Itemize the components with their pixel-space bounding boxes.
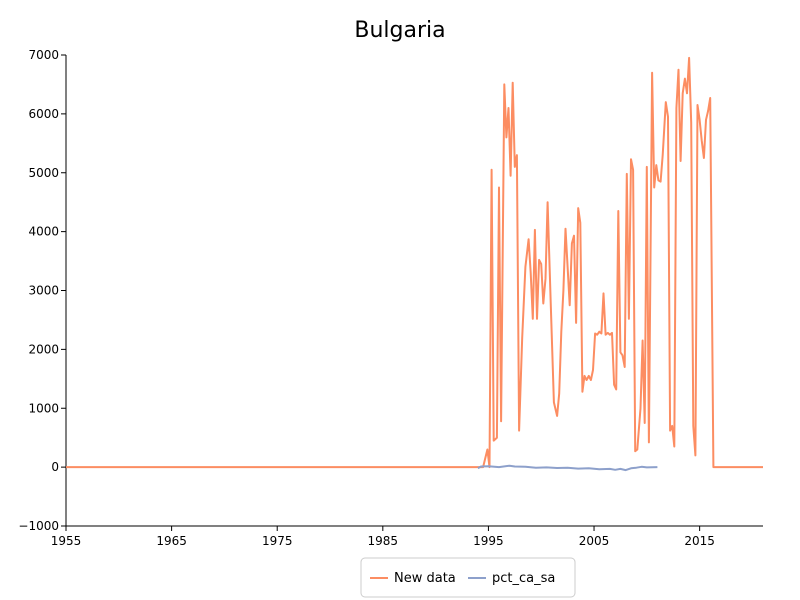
y-tick-label: 3000 [28, 284, 59, 298]
y-tick-label: 2000 [28, 342, 59, 356]
y-tick-label: 1000 [28, 401, 59, 415]
y-tick-label: 0 [51, 460, 59, 474]
y-tick-label: 4000 [28, 225, 59, 239]
series-line-1 [477, 464, 658, 472]
x-tick-label: 1955 [51, 534, 82, 548]
x-tick-label: 1965 [156, 534, 187, 548]
series-layer [66, 56, 763, 472]
chart-title: Bulgaria [354, 18, 445, 43]
x-tick-label: 1985 [368, 534, 399, 548]
series-line-0 [66, 56, 763, 469]
x-tick-label: 1995 [473, 534, 504, 548]
y-tick-label: −1000 [18, 519, 59, 533]
x-tick-label: 2005 [579, 534, 610, 548]
legend: New data pct_ca_sa [360, 557, 576, 598]
y-tick-label: 5000 [28, 166, 59, 180]
x-tick-label: 1975 [262, 534, 293, 548]
legend-label-1: pct_ca_sa [492, 571, 555, 586]
y-tick-label: 6000 [28, 107, 59, 121]
axes: −1000 0 1000 2000 3000 4000 5000 6000 7000 1955 19… [18, 48, 763, 548]
y-tick-label: 7000 [28, 48, 59, 62]
x-tick-label: 2015 [684, 534, 715, 548]
legend-label-0: New data [394, 571, 456, 586]
